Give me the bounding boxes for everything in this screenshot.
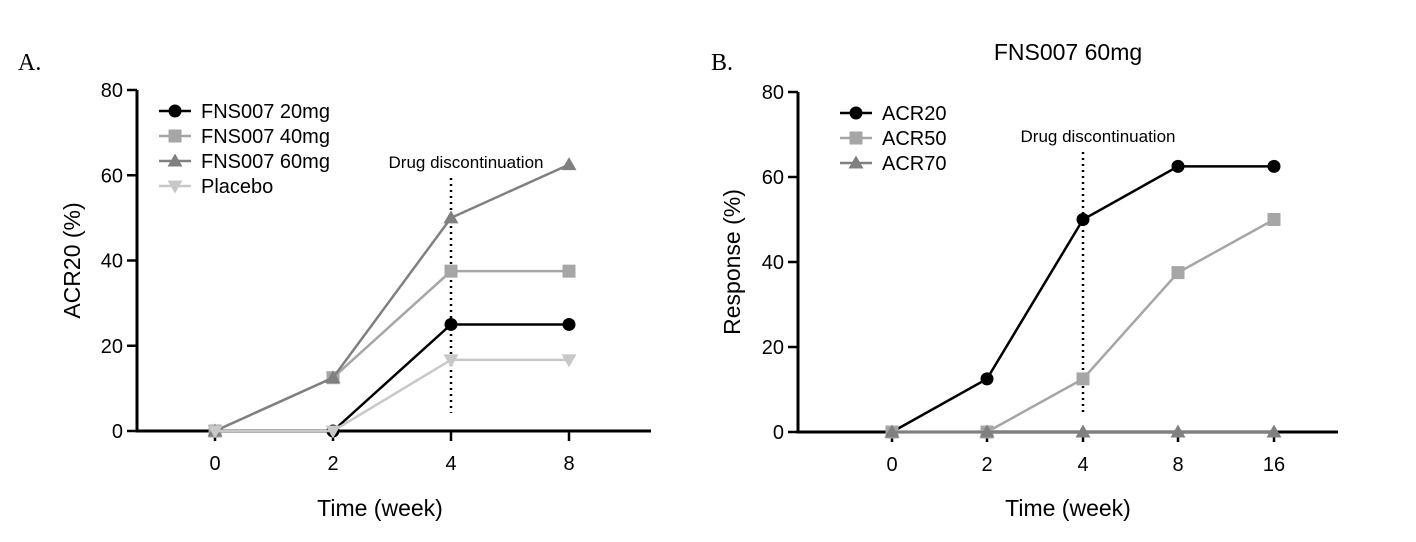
legend-label: FNS007 60mg bbox=[201, 151, 330, 173]
data-point bbox=[1171, 159, 1185, 173]
legend-swatch-marker bbox=[168, 104, 182, 118]
x-tick-label: 2 bbox=[327, 453, 338, 475]
data-point bbox=[561, 354, 577, 368]
chart-title: FNS007 60mg bbox=[994, 39, 1142, 65]
legend-swatch-marker bbox=[168, 129, 182, 143]
x-tick-label: 4 bbox=[1077, 454, 1088, 476]
data-point bbox=[325, 370, 341, 384]
data-point bbox=[1267, 159, 1281, 173]
data-point bbox=[884, 424, 900, 438]
panel-a-letter: A. bbox=[18, 50, 42, 76]
series-line bbox=[215, 323, 569, 433]
y-tick-label: 0 bbox=[112, 421, 123, 443]
legend: ACR20 ACR50 ACR70 bbox=[840, 103, 946, 175]
legend-label: FNS007 40mg bbox=[201, 126, 330, 148]
legend-label: FNS007 20mg bbox=[201, 101, 330, 123]
data-point bbox=[443, 210, 459, 224]
legend-swatch-marker bbox=[167, 180, 183, 194]
data-point bbox=[1076, 213, 1090, 226]
y-tick-label: 40 bbox=[101, 251, 123, 273]
y-axis-label: Response (%) bbox=[719, 189, 745, 335]
x-tick-label: 2 bbox=[981, 454, 992, 476]
y-tick-label: 80 bbox=[101, 80, 123, 102]
data-point bbox=[562, 317, 576, 331]
chart-panel-a: 0 20 40 60 80 0 2 4 8 Time (week) ACR20 (%) Drug di… bbox=[59, 80, 651, 521]
data-point bbox=[1267, 213, 1281, 226]
panel-b-letter: B. bbox=[711, 50, 734, 76]
legend-label: Placebo bbox=[201, 176, 273, 198]
y-tick-label: 60 bbox=[101, 165, 123, 187]
data-point bbox=[562, 264, 576, 278]
data-point bbox=[443, 354, 459, 368]
legend-swatch-marker bbox=[848, 155, 864, 169]
y-tick-label: 80 bbox=[762, 82, 784, 104]
x-tick-label: 8 bbox=[563, 453, 574, 475]
x-axis-label: Time (week) bbox=[317, 495, 443, 521]
data-point bbox=[444, 264, 458, 278]
data-point bbox=[979, 424, 995, 438]
annotation-label: Drug discontinuation bbox=[1021, 127, 1176, 146]
x-tick-label: 16 bbox=[1263, 454, 1285, 476]
data-point bbox=[207, 425, 223, 439]
y-tick-label: 20 bbox=[101, 336, 123, 358]
x-axis-label: Time (week) bbox=[1005, 495, 1131, 521]
y-tick-label: 60 bbox=[762, 167, 784, 189]
data-point bbox=[561, 157, 577, 171]
data-point bbox=[325, 425, 341, 439]
y-axis-label: ACR20 (%) bbox=[59, 202, 85, 318]
legend-label: ACR50 bbox=[882, 128, 946, 150]
x-tick-label: 0 bbox=[209, 453, 220, 475]
data-point bbox=[1170, 424, 1186, 438]
data-point bbox=[1266, 424, 1282, 438]
data-point bbox=[1171, 266, 1185, 280]
y-tick-label: 40 bbox=[762, 252, 784, 274]
data-point bbox=[1076, 372, 1090, 386]
y-tick-label: 0 bbox=[773, 422, 784, 444]
y-tick-label: 20 bbox=[762, 337, 784, 359]
series-line bbox=[214, 163, 570, 433]
x-tick-label: 4 bbox=[445, 453, 456, 475]
series-line bbox=[215, 358, 569, 433]
data-point bbox=[980, 372, 994, 386]
legend-swatch-marker bbox=[849, 106, 863, 120]
legend-swatch-marker bbox=[167, 153, 183, 167]
legend: FNS007 20mg FNS007 40mg FNS007 60mg Placebo bbox=[159, 101, 330, 198]
legend-label: ACR20 bbox=[882, 103, 946, 125]
chart-panel-b: FNS007 60mg 0 20 40 60 80 0 2 4 8 16 Time (week) Res… bbox=[719, 39, 1338, 521]
data-point bbox=[1075, 424, 1091, 438]
annotation-label: Drug discontinuation bbox=[389, 153, 544, 172]
legend-label: ACR70 bbox=[882, 153, 946, 175]
x-tick-label: 0 bbox=[886, 454, 897, 476]
legend-swatch-marker bbox=[849, 131, 863, 145]
data-point bbox=[444, 317, 458, 331]
x-tick-label: 8 bbox=[1172, 454, 1183, 476]
